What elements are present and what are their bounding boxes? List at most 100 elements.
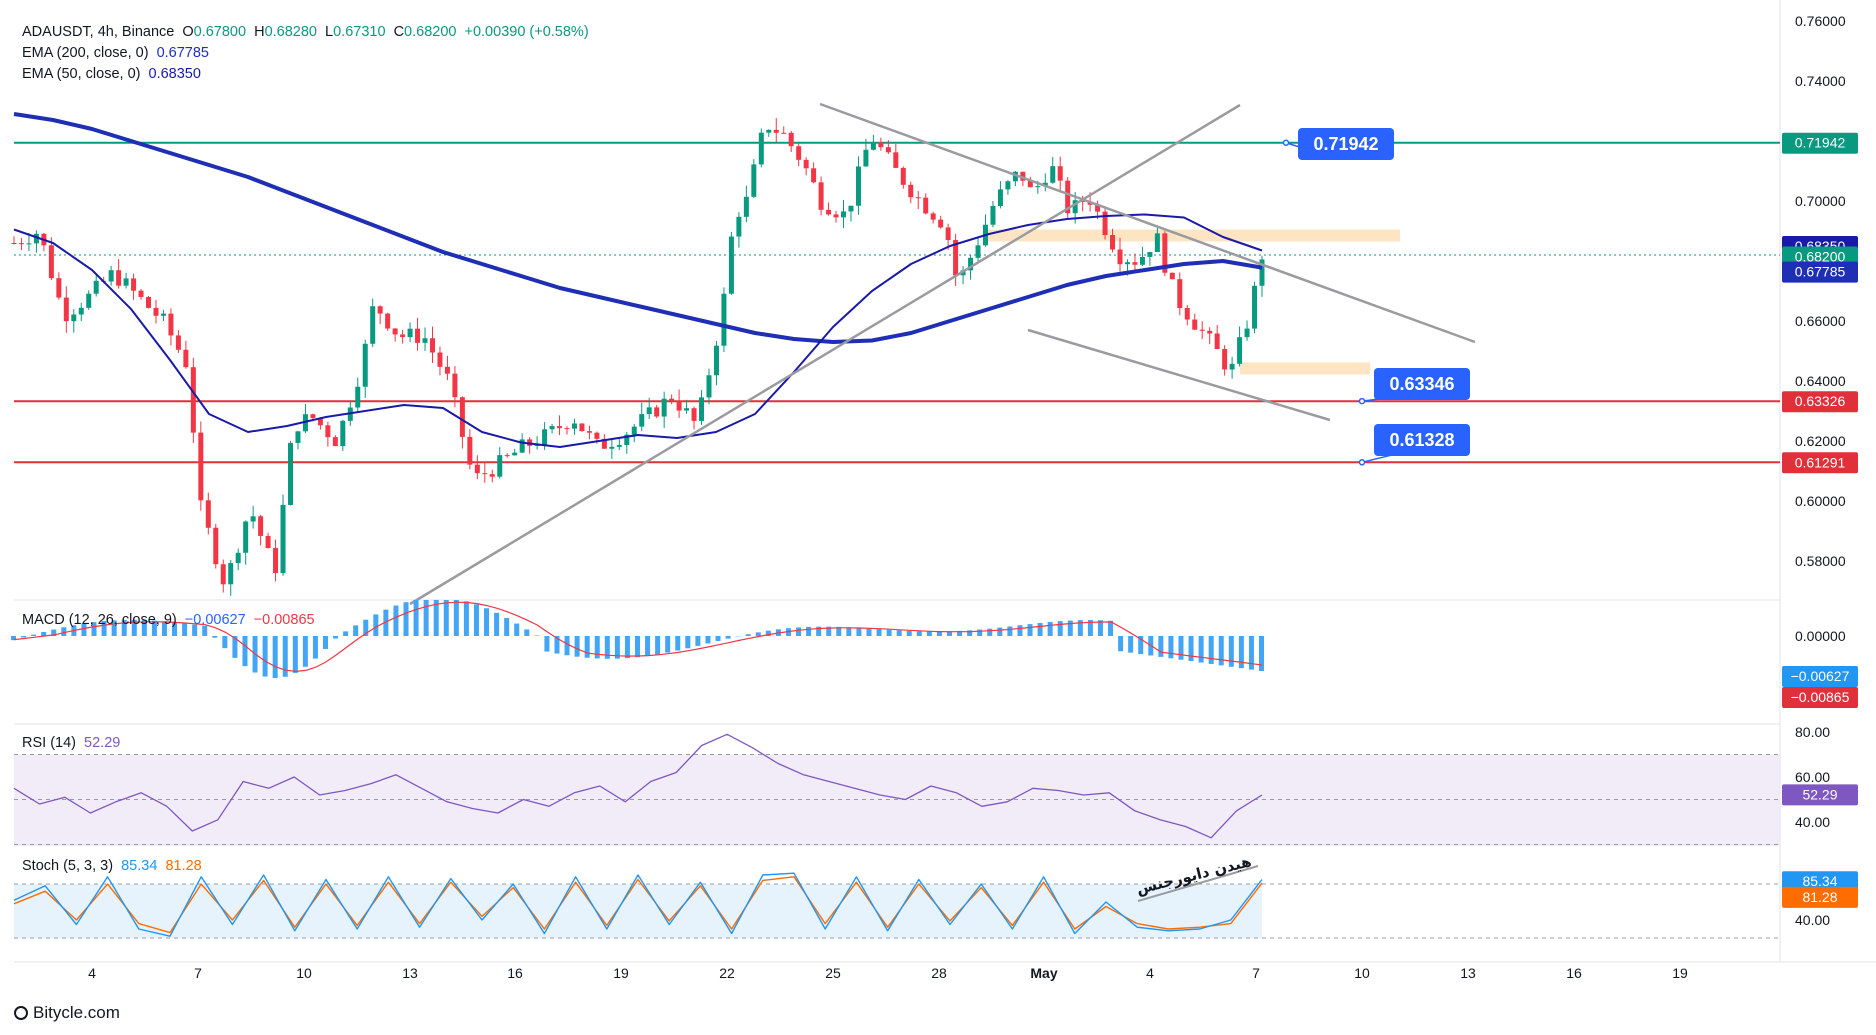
macd-histogram-bar: [494, 612, 500, 636]
macd-histogram-bar: [131, 619, 137, 636]
candle-body: [1057, 166, 1063, 181]
close-label: C: [393, 24, 405, 40]
candle-body: [699, 397, 705, 421]
candle-body: [415, 328, 421, 343]
macd-histogram-bar: [836, 626, 842, 636]
candle-body: [579, 423, 585, 432]
macd-histogram-bar: [403, 602, 409, 636]
candle-body: [295, 431, 301, 443]
macd-histogram-bar: [936, 631, 942, 636]
trend-lines[interactable]: [409, 102, 1476, 606]
candle-body: [893, 152, 899, 168]
macd-histogram-bar: [806, 626, 812, 636]
macd-histogram-bar: [182, 623, 188, 636]
macd-histogram-bar: [896, 630, 902, 636]
candle-body: [407, 328, 413, 338]
stoch-legend[interactable]: Stoch (5, 3, 3) 85.34 81.28: [22, 858, 202, 874]
candle-body: [826, 209, 832, 215]
candle-body: [654, 407, 660, 417]
candle-body: [1035, 186, 1041, 188]
trend-line: [819, 102, 1476, 344]
stoch-value2: 81.28: [165, 858, 202, 874]
price-tick-label: 0.70000: [1795, 193, 1846, 209]
macd-histogram-bar: [816, 626, 822, 636]
candle-body: [676, 400, 682, 411]
macd-histogram-bar: [544, 636, 550, 652]
tag-ema200-label: 0.67785: [1795, 264, 1846, 280]
candle-body: [355, 386, 361, 408]
macd-histogram-bar: [765, 630, 771, 636]
high-value: 0.68280: [264, 24, 317, 40]
macd-histogram-bar: [1017, 625, 1023, 636]
candle-body: [48, 245, 54, 279]
ema50-legend[interactable]: EMA (50, close, 0) 0.68350: [22, 66, 201, 82]
candle-body: [1012, 171, 1018, 182]
macd-histogram-bar: [856, 627, 862, 636]
macd-histogram-bar: [141, 620, 147, 636]
time-tick-label: 7: [194, 965, 202, 981]
candle-body: [123, 278, 129, 286]
time-axis[interactable]: 4 7 10 13 16 19 22 25 28 May 4 7 10 13 16 19: [88, 965, 1688, 981]
price-tick-label: 0.60000: [1795, 493, 1846, 509]
ema200-line: [13, 112, 1263, 344]
macd-histogram-bar: [353, 625, 359, 636]
tag-resistance-bg: [1782, 132, 1858, 154]
candle-body: [878, 142, 884, 148]
macd-histogram-bar: [121, 619, 127, 636]
ema50-label: EMA (50, close, 0): [22, 66, 141, 82]
candle-body: [370, 306, 376, 344]
price-callouts[interactable]: 0.71942 0.63346 0.61328: [1282, 128, 1471, 466]
candle-body: [489, 474, 495, 477]
candle-body: [863, 149, 869, 167]
time-tick-label: 25: [825, 965, 841, 981]
stoch-indicator: 40.00: [13, 865, 1830, 939]
supply-demand-zones: [985, 229, 1400, 375]
symbol-legend[interactable]: ADAUSDT, 4h, Binance O0.67800 H0.68280 L…: [22, 24, 589, 40]
candle-body: [1244, 328, 1250, 338]
macd-histogram-bar: [1138, 636, 1144, 655]
macd-histogram-bar: [81, 623, 87, 636]
candle-body: [691, 408, 697, 421]
candle-body: [302, 414, 308, 432]
tag-support1-label: 0.63326: [1795, 393, 1846, 409]
macd-histogram-bar: [172, 622, 178, 636]
macd-histogram-bar: [1168, 636, 1174, 659]
candle-body: [564, 428, 570, 430]
horizontal-levels: [14, 141, 1780, 464]
macd-histogram-bar: [282, 636, 288, 677]
macd-histogram-bar: [1248, 636, 1254, 670]
macd-histogram-bar: [665, 636, 671, 653]
price-tick-label: 0.76000: [1795, 13, 1846, 29]
macd-histogram-bar: [463, 601, 469, 636]
candle-body: [71, 314, 77, 322]
candle-body: [1259, 259, 1265, 286]
candle-body: [519, 439, 525, 453]
candle-body: [1237, 337, 1243, 364]
candle-body: [534, 445, 540, 447]
macd-histogram-bar: [685, 636, 691, 649]
macd-histogram-bar: [373, 614, 379, 636]
price-tick-label: 0.58000: [1795, 553, 1846, 569]
callout-support2-label: 0.61328: [1389, 430, 1454, 450]
candle-body: [362, 343, 368, 387]
watermark: Bitycle.com: [14, 1003, 120, 1023]
candle-body: [317, 417, 323, 426]
rsi-tick-label: 80.00: [1795, 724, 1830, 740]
macd-histogram-bar: [433, 600, 439, 636]
candle-body: [205, 500, 211, 528]
candle-body: [1214, 333, 1220, 350]
callout-resistance-anchor: [1282, 139, 1290, 146]
macd-histogram-bar: [826, 626, 832, 636]
supply-zone: [985, 229, 1400, 242]
rsi-legend[interactable]: RSI (14) 52.29: [22, 735, 120, 751]
macd-histogram-bar: [151, 620, 157, 636]
stoch-band: [14, 884, 1262, 938]
candle-body: [198, 432, 204, 501]
macd-legend[interactable]: MACD (12, 26, close, 9) −0.00627 −0.0086…: [22, 612, 315, 628]
ema200-legend[interactable]: EMA (200, close, 0) 0.67785: [22, 45, 209, 61]
candlestick-series: [11, 118, 1265, 596]
candle-body: [751, 164, 757, 197]
macd-histogram-bar: [101, 621, 107, 636]
